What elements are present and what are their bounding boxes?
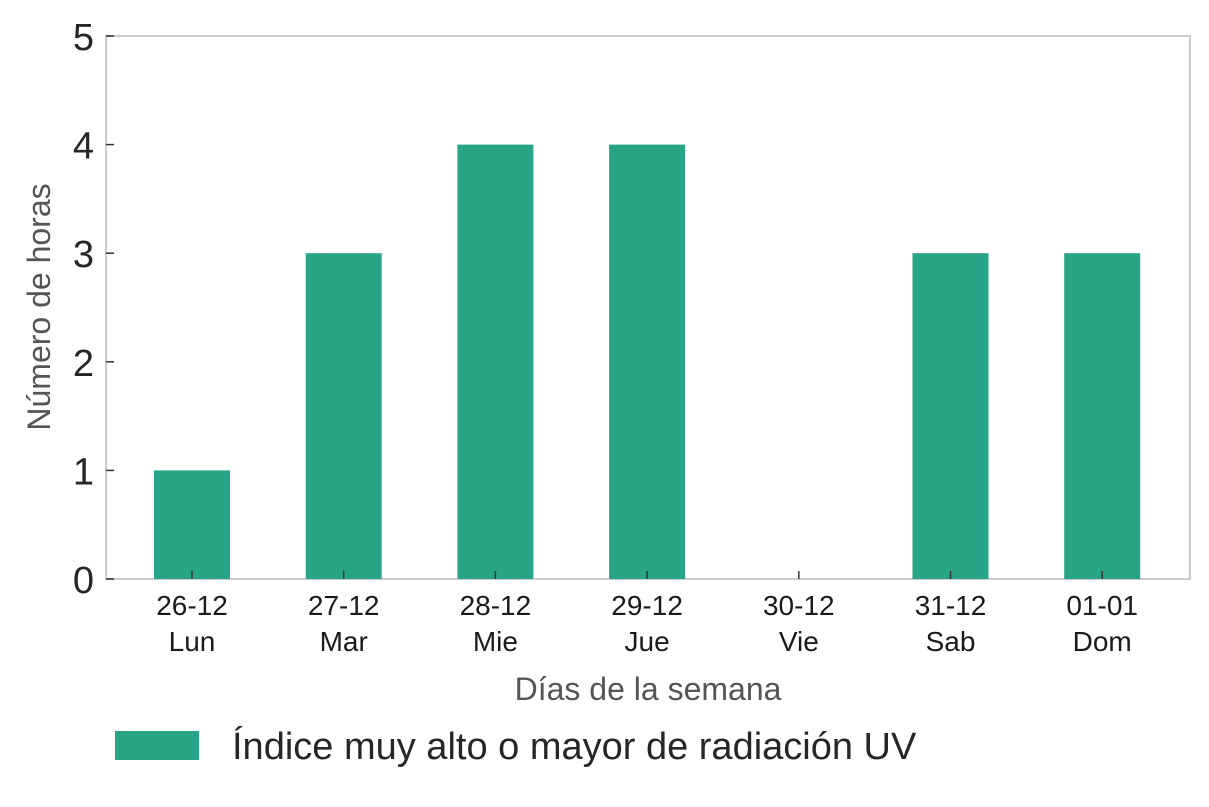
x-axis-title: Días de la semana xyxy=(515,671,782,707)
x-tick-label: 28-12 Mie xyxy=(460,590,532,657)
bar-27-12 xyxy=(305,253,382,579)
y-tick-label: 0 xyxy=(73,560,94,602)
legend: Índice muy alto o mayor de radiación UV xyxy=(115,725,917,768)
x-tick-label: 27-12 Mar xyxy=(308,590,380,657)
x-tick-label: 26-12 Lun xyxy=(156,590,228,657)
y-tick-label: 2 xyxy=(73,343,94,385)
bar-28-12 xyxy=(457,144,534,579)
bar-31-12 xyxy=(912,253,989,579)
x-axis-ticks: 26-12 Lun 27-12 Mar 28-12 Mie 29-12 Jue 30-12 Vie… xyxy=(156,571,1138,657)
x-tick-label: 29-12 Jue xyxy=(611,590,683,657)
y-axis-title: Número de horas xyxy=(21,183,57,430)
x-tick-label: 31-12 Sab xyxy=(915,590,987,657)
bar-29-12 xyxy=(609,144,686,579)
y-tick-label: 3 xyxy=(73,234,94,276)
y-axis-ticks: 0 1 2 3 4 5 xyxy=(73,17,114,602)
x-tick-label: 01-01 Dom xyxy=(1066,590,1138,657)
bars-group xyxy=(154,144,1141,579)
x-tick-label: 30-12 Vie xyxy=(763,590,835,657)
y-tick-label: 1 xyxy=(73,451,94,493)
y-tick-label: 4 xyxy=(73,126,94,168)
legend-label: Índice muy alto o mayor de radiación UV xyxy=(232,725,917,768)
legend-swatch xyxy=(115,731,199,760)
bar-26-12 xyxy=(154,470,230,579)
y-tick-label: 5 xyxy=(73,17,94,59)
bar-01-01 xyxy=(1064,253,1141,579)
